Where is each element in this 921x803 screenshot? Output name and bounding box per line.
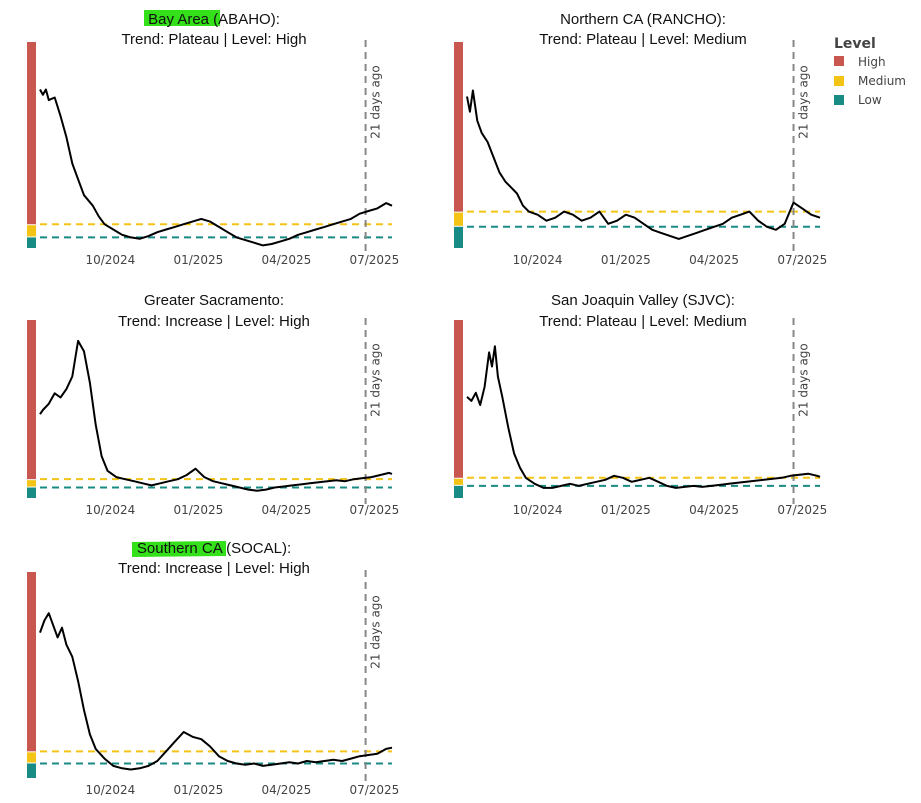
plot-area: 21 days ago 10/2024 01/2025 04/2025 07/2025 [454,318,827,517]
x-tick-label: 07/2025 [777,503,827,517]
level-band-medium [27,752,36,763]
level-band-high [27,42,36,225]
panel-title: Northern CA (RANCHO): [560,11,726,28]
panel-greater-sacramento: Greater Sacramento: Trend: Increase | Le… [27,292,399,517]
level-band-medium [27,480,36,487]
level-band-low [27,763,36,778]
legend-swatch-medium [834,76,844,86]
panel-title: Bay Area (ABAHO): [148,11,280,28]
level-band-high [454,320,463,478]
panel-subtitle: Trend: Plateau | Level: Medium [539,31,747,48]
series-line [466,345,821,489]
legend-swatch-high [834,56,844,66]
level-band-medium [454,212,463,226]
marker-label: 21 days ago [369,343,383,417]
panel-subtitle: Trend: Plateau | Level: Medium [539,313,747,330]
x-tick-label: 01/2025 [173,783,223,797]
x-tick-label: 10/2024 [85,783,135,797]
x-tick-label: 04/2025 [689,503,739,517]
title-highlight [144,10,220,26]
level-band-low [27,487,36,498]
level-band-high [27,320,36,480]
x-tick-label: 04/2025 [261,783,311,797]
legend-label-high: High [858,55,886,69]
marker-label: 21 days ago [369,595,383,669]
marker-label: 21 days ago [797,343,811,417]
plot-area: 21 days ago 10/2024 01/2025 04/2025 07/2025 [27,40,399,267]
legend-label-medium: Medium [858,74,906,88]
x-tick-label: 04/2025 [689,253,739,267]
panel-bay-area: Bay Area (ABAHO): Trend: Plateau | Level… [27,10,399,267]
x-tick-label: 01/2025 [173,253,223,267]
panel-subtitle: Trend: Plateau | Level: High [121,31,306,48]
level-band-high [454,42,463,212]
panel-subtitle: Trend: Increase | Level: High [118,560,310,577]
panel-title: San Joaquin Valley (SJVC): [551,292,735,309]
x-tick-label: 10/2024 [513,503,563,517]
x-tick-label: 01/2025 [601,503,651,517]
panel-northern-ca: Northern CA (RANCHO): Trend: Plateau | L… [454,11,827,267]
x-tick-label: 10/2024 [85,503,135,517]
panel-subtitle: Trend: Increase | Level: High [118,313,310,330]
plot-area: 21 days ago 10/2024 01/2025 04/2025 07/2025 [27,318,399,517]
level-band-low [454,226,463,248]
legend-swatch-low [834,95,844,105]
panel-san-joaquin-valley: San Joaquin Valley (SJVC): Trend: Platea… [454,292,827,517]
x-tick-label: 04/2025 [261,253,311,267]
x-tick-label: 10/2024 [513,253,563,267]
x-tick-label: 01/2025 [601,253,651,267]
level-band-low [454,485,463,498]
title-highlight [132,541,226,557]
panel-title: Greater Sacramento: [144,292,284,309]
series-line [466,89,821,240]
marker-label: 21 days ago [797,65,811,139]
legend-title: Level [834,36,876,52]
panel-southern-ca: Southern CA (SOCAL): Trend: Increase | L… [27,540,399,797]
x-tick-label: 07/2025 [349,253,399,267]
level-band-medium [27,225,36,237]
plot-area: 21 days ago 10/2024 01/2025 04/2025 07/2025 [454,40,827,267]
x-tick-label: 07/2025 [349,783,399,797]
x-tick-label: 10/2024 [85,253,135,267]
x-tick-label: 07/2025 [777,253,827,267]
legend: Level High Medium Low [834,36,906,107]
plot-area: 21 days ago 10/2024 01/2025 04/2025 07/2025 [27,570,399,797]
x-tick-label: 04/2025 [261,503,311,517]
level-band-medium [454,478,463,485]
legend-label-low: Low [858,93,882,107]
level-band-high [27,572,36,752]
panel-title: Southern CA (SOCAL): [137,540,291,557]
series-line [39,339,393,492]
x-tick-label: 07/2025 [349,503,399,517]
series-line [39,88,393,247]
series-line [39,612,393,771]
level-band-low [27,237,36,248]
x-tick-label: 01/2025 [173,503,223,517]
marker-label: 21 days ago [369,65,383,139]
